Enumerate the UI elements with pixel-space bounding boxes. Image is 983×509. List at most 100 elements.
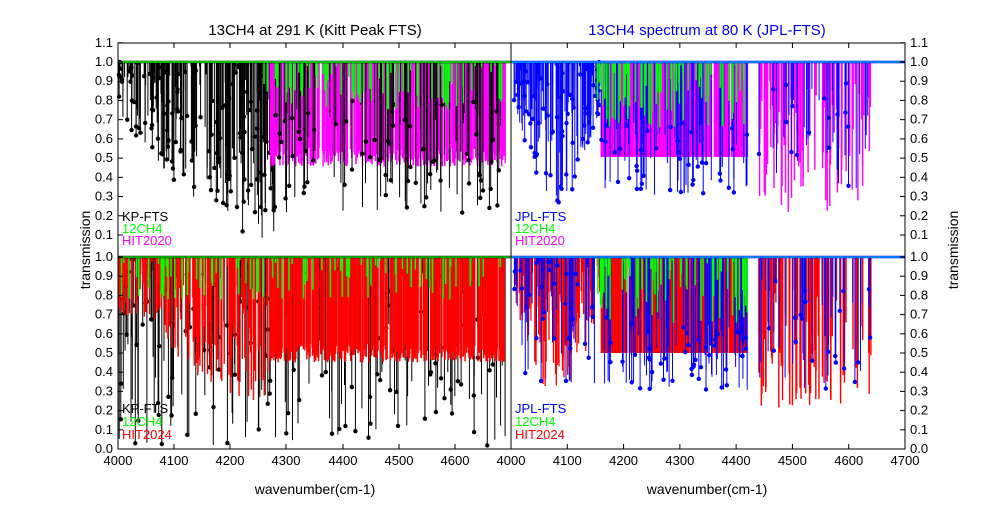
data-point	[147, 71, 152, 77]
data-point	[487, 205, 492, 211]
data-point	[283, 196, 288, 201]
data-point	[658, 361, 664, 366]
data-point	[534, 153, 539, 158]
right-title: 13CH4 spectrum at 80 K (JPL-FTS)	[588, 22, 826, 39]
y-tick-label-left: 0.2	[95, 403, 113, 418]
y-tick-label-left: 0.1	[95, 227, 113, 242]
data-point	[387, 388, 393, 393]
data-point	[342, 182, 347, 187]
data-point	[618, 146, 623, 152]
data-point	[262, 172, 267, 178]
x-axis-label-left: wavenumber(cm-1)	[254, 481, 376, 497]
data-point	[547, 267, 552, 273]
data-point	[582, 341, 588, 346]
right-panel-frame	[510, 42, 906, 450]
y-tick-label-right: 0.8	[910, 287, 928, 302]
y-tick-label-right: 0.9	[910, 268, 928, 283]
data-point	[668, 124, 673, 130]
data-point	[433, 361, 438, 366]
data-point	[730, 147, 735, 152]
data-point	[683, 350, 688, 355]
data-point	[150, 108, 156, 113]
data-point	[837, 308, 842, 313]
data-point	[731, 190, 737, 195]
data-point	[563, 378, 569, 384]
data-point	[383, 172, 388, 178]
y-tick-label-right: 0.4	[910, 364, 928, 379]
data-point	[638, 147, 644, 153]
y-tick-label-right: 0.3	[910, 189, 928, 204]
data-point	[424, 195, 429, 200]
data-point	[575, 282, 581, 287]
data-point	[375, 372, 380, 377]
y-tick-label-left: 1.0	[95, 249, 113, 264]
data-point	[689, 372, 695, 378]
data-point	[494, 109, 499, 114]
data-point	[744, 132, 750, 137]
data-point	[511, 98, 517, 103]
series-12ch4-bottom-right	[597, 258, 749, 323]
data-point	[634, 168, 640, 173]
data-point	[287, 183, 292, 188]
data-point	[843, 81, 849, 86]
data-point	[132, 99, 137, 105]
y-tick-label-right: 0.7	[910, 307, 928, 322]
data-point	[596, 102, 602, 108]
data-point	[668, 187, 673, 193]
data-point	[686, 342, 691, 348]
data-point	[841, 288, 846, 294]
data-point	[360, 151, 365, 156]
y-tick-label-left: 0.3	[95, 383, 113, 398]
y-tick-label-right: 0.5	[910, 345, 928, 360]
y-tick-label-right: 1.1	[910, 35, 928, 50]
data-point	[575, 157, 580, 162]
data-point	[552, 281, 557, 286]
x-tick-label-right: 4100	[553, 453, 582, 468]
data-point	[217, 135, 223, 141]
data-point	[226, 176, 232, 182]
data-point	[442, 396, 447, 401]
tick-layer: 0.1 0.1 0.2 0.2 0.3 0.3 0.4 0.4 0.5 0.5 0.6 0.6 0.7 0…	[95, 35, 928, 468]
data-point	[548, 173, 553, 178]
data-point	[718, 178, 723, 183]
data-point	[538, 378, 544, 384]
data-point	[627, 176, 632, 181]
series-kpfts-top-left-b	[273, 62, 501, 215]
x-tick-label-right: 4300	[665, 453, 694, 468]
y-tick-label-left: 1.0	[95, 54, 113, 69]
data-point	[311, 158, 316, 163]
data-point	[193, 411, 198, 416]
data-point	[826, 145, 832, 150]
data-point	[232, 155, 237, 160]
data-point	[126, 69, 132, 74]
data-point	[555, 263, 560, 268]
y-tick-label-right: 0.9	[910, 73, 928, 88]
data-point	[743, 346, 749, 351]
data-point	[691, 177, 696, 183]
data-point	[333, 121, 338, 127]
data-point	[149, 317, 154, 322]
data-point	[568, 346, 573, 351]
y-tick-label-right: 0.3	[910, 383, 928, 398]
data-point	[391, 123, 396, 128]
data-point	[248, 99, 254, 105]
data-point	[290, 153, 295, 159]
x-tick-label-right: 4200	[609, 453, 638, 468]
data-point	[170, 166, 176, 171]
data-point	[698, 365, 704, 370]
data-point	[833, 353, 838, 359]
data-point	[471, 429, 477, 435]
data-point	[297, 136, 303, 142]
data-point	[169, 159, 175, 164]
series-jplfts-bottom-right-a	[512, 257, 601, 384]
y-tick-label-left: 0.7	[95, 307, 113, 322]
y-tick-label-left: 0.5	[95, 345, 113, 360]
y-axis-label-right: transmission	[945, 211, 961, 290]
data-point	[323, 369, 328, 375]
data-point	[833, 360, 838, 365]
data-point	[449, 411, 455, 416]
data-point	[421, 147, 426, 152]
data-point	[541, 106, 546, 111]
data-point	[583, 106, 588, 111]
data-point	[771, 87, 776, 92]
